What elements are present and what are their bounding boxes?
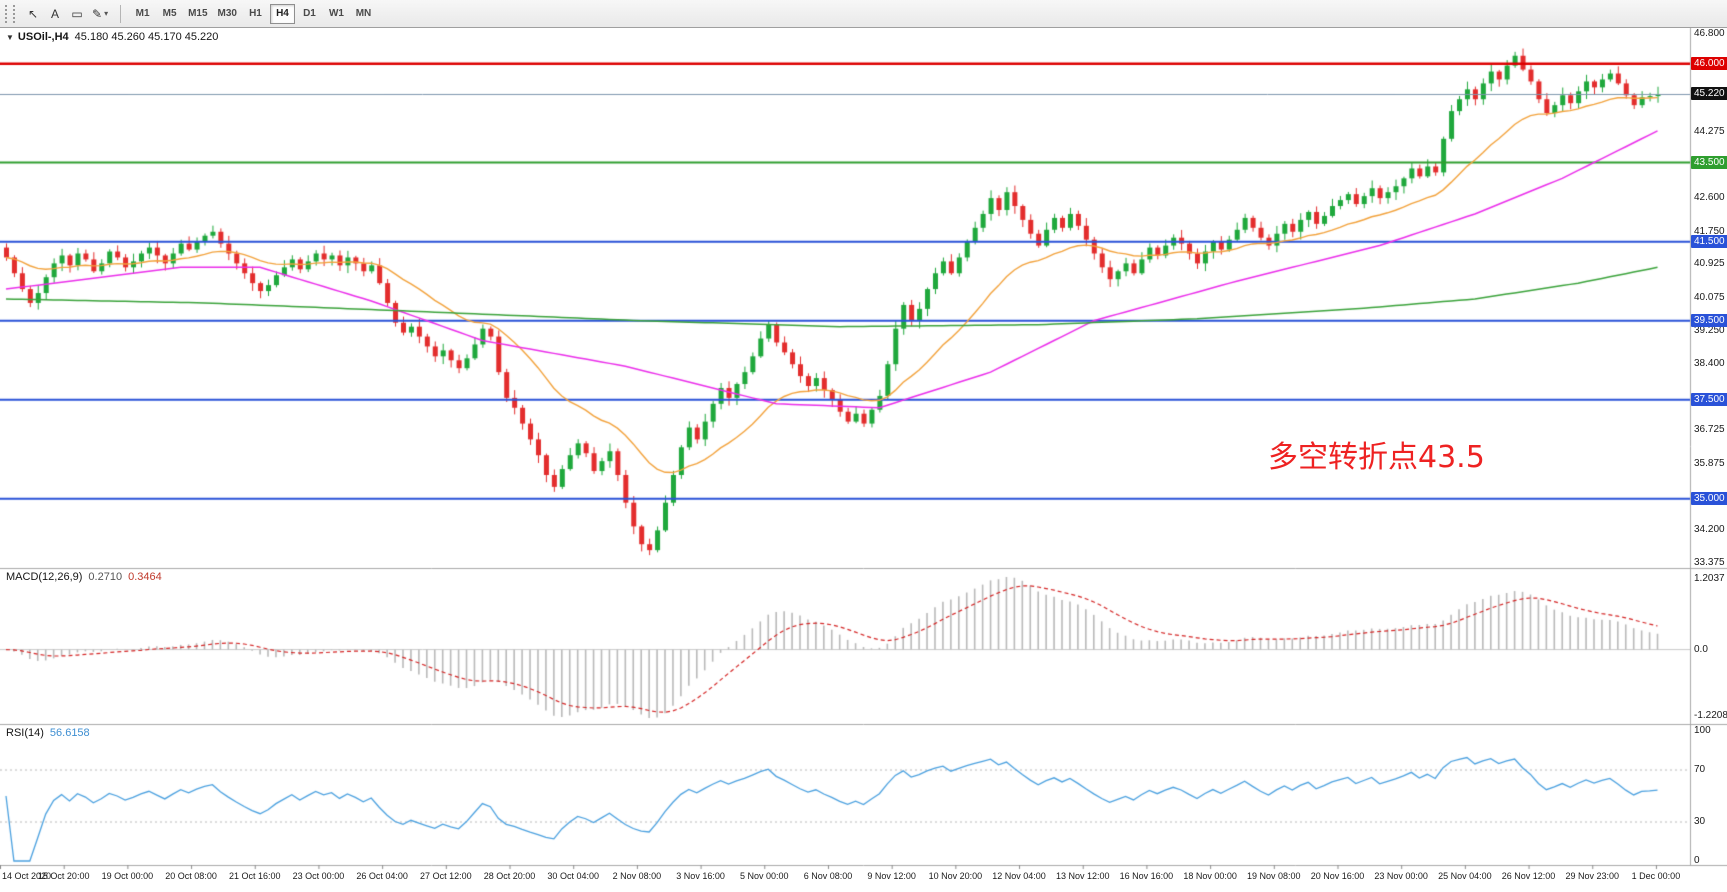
quick-trade-arrow-icon[interactable]: ▼ (6, 33, 14, 42)
ohlc-values: 45.180 45.260 45.170 45.220 (74, 31, 219, 43)
indicator-dropdown[interactable]: ✎ ▾ (88, 3, 112, 24)
price-tick-label: 35.875 (1694, 458, 1725, 470)
time-axis-label: 19 Nov 08:00 (1247, 871, 1301, 881)
time-axis-label: 20 Nov 16:00 (1310, 871, 1365, 881)
macd-scale-min: -1.2208 (1694, 710, 1727, 721)
price-tick-label: 33.375 (1694, 557, 1725, 568)
toolbar: ↖ A ▭ ✎ ▾ M1 M5 M15 M30 H1 H4 D1 W1 MN (0, 0, 1727, 28)
time-axis-label: 16 Nov 16:00 (1119, 871, 1174, 881)
rsi-scale-label: 0 (1694, 855, 1700, 866)
time-axis-label: 13 Nov 12:00 (1055, 871, 1110, 881)
timeframe-button-m15[interactable]: M15 (184, 4, 211, 24)
time-axis-label: 26 Oct 04:00 (356, 871, 408, 881)
rsi-scale-label: 70 (1694, 764, 1706, 775)
price-tick-label: 34.200 (1694, 524, 1725, 536)
price-tick-label: 46.800 (1694, 28, 1725, 39)
toolbar-grip-handle[interactable] (5, 4, 15, 23)
timeframe-button-w1[interactable]: W1 (324, 4, 349, 24)
time-axis-label: 2 Nov 08:00 (612, 871, 662, 881)
time-axis-label: 27 Oct 12:00 (420, 871, 472, 881)
symbol-ohlc-label: ▼ USOil-,H4 45.180 45.260 45.170 45.220 (6, 31, 218, 43)
time-axis-label: 9 Nov 12:00 (867, 871, 916, 881)
chart-window: ▼ USOil-,H4 45.180 45.260 45.170 45.220 MA… (0, 28, 1727, 891)
time-axis-label: 5 Nov 00:00 (739, 871, 789, 881)
time-axis-label: 20 Oct 08:00 (165, 871, 217, 881)
rsi-name: RSI(14) (6, 727, 44, 739)
timeframe-button-mn[interactable]: MN (351, 4, 376, 24)
time-axis-label: 19 Oct 00:00 (101, 871, 154, 881)
cursor-tool[interactable]: ↖ (22, 3, 44, 24)
rsi-scale-label: 30 (1694, 816, 1706, 827)
macd-indicator-label: MACD(12,26,9) 0.2710 0.3464 (6, 571, 162, 583)
macd-scale-max: 1.2037 (1694, 573, 1725, 584)
time-axis-label: 15 Oct 20:00 (37, 871, 90, 881)
time-axis-label: 14 Oct 2020 (2, 871, 52, 881)
macd-main-value: 0.2710 (88, 571, 123, 583)
timeframe-switcher: M1 M5 M15 M30 H1 H4 D1 W1 MN (129, 3, 377, 24)
timeframe-button-h1[interactable]: H1 (243, 4, 268, 24)
hline-price-label: 37.500 (1691, 392, 1727, 406)
chevron-down-icon: ▾ (104, 9, 109, 18)
frame-tool[interactable]: ▭ (66, 3, 88, 24)
time-axis-label: 12 Nov 04:00 (992, 871, 1046, 881)
hline-price-label: 46.000 (1691, 56, 1727, 70)
hline-price-label: 39.500 (1691, 313, 1727, 327)
current-price-label: 45.220 (1691, 87, 1727, 101)
symbol-period: USOil-,H4 (17, 31, 69, 43)
time-axis-label: 6 Nov 08:00 (803, 871, 853, 881)
price-tick-label: 40.925 (1694, 258, 1725, 270)
time-axis-label: 29 Nov 23:00 (1565, 871, 1620, 881)
time-axis-label: 23 Oct 00:00 (292, 871, 345, 881)
price-tick-label: 36.725 (1694, 424, 1725, 436)
hline-price-label: 35.000 (1691, 491, 1727, 505)
macd-signal-value: 0.3464 (128, 571, 162, 583)
toolbar-separator (120, 4, 122, 23)
time-axis-label: 1 Dec 00:00 (1631, 871, 1681, 881)
toolbar-tools: ↖ A ▭ ✎ ▾ (22, 3, 112, 24)
timeframe-button-m1[interactable]: M1 (130, 4, 155, 24)
time-axis-label: 26 Nov 12:00 (1501, 871, 1556, 881)
timeframe-button-m30[interactable]: M30 (214, 4, 241, 24)
price-tick-label: 39.250 (1694, 324, 1725, 336)
time-axis-label: 3 Nov 16:00 (676, 871, 725, 881)
macd-name: MACD(12,26,9) (6, 571, 83, 583)
hline-price-label: 43.500 (1691, 155, 1727, 169)
price-tick-label: 38.400 (1694, 358, 1725, 370)
text-annotation-tool[interactable]: A (44, 3, 66, 24)
price-tick-label: 40.075 (1694, 291, 1725, 303)
time-axis-label: 25 Nov 04:00 (1438, 871, 1492, 881)
time-axis-label: 21 Oct 16:00 (228, 871, 281, 881)
timeframe-button-h4[interactable]: H4 (269, 3, 295, 24)
timeframe-button-d1[interactable]: D1 (297, 4, 322, 24)
price-tick-label: 41.750 (1694, 225, 1725, 237)
time-axis-label: 18 Nov 00:00 (1183, 871, 1237, 881)
price-tick-label: 42.600 (1694, 192, 1725, 204)
rsi-value: 56.6158 (49, 727, 90, 739)
time-axis-label: 10 Nov 20:00 (928, 871, 983, 881)
rsi-indicator-label: RSI(14) 56.6158 (6, 727, 90, 739)
macd-scale-zero: 0.0 (1694, 643, 1708, 655)
time-axis-label: 23 Nov 00:00 (1374, 871, 1428, 881)
hline-price-label: 41.500 (1691, 234, 1727, 248)
time-axis-label: 30 Oct 04:00 (547, 871, 599, 881)
timeframe-button-m5[interactable]: M5 (157, 4, 182, 24)
price-tick-label: 44.275 (1694, 125, 1725, 137)
chart-text-annotation: 多空转折点43.5 (1268, 440, 1485, 475)
price-chart-canvas[interactable] (0, 28, 1727, 891)
time-axis-label: 28 Oct 20:00 (483, 871, 536, 881)
rsi-scale-label: 100 (1694, 725, 1711, 736)
